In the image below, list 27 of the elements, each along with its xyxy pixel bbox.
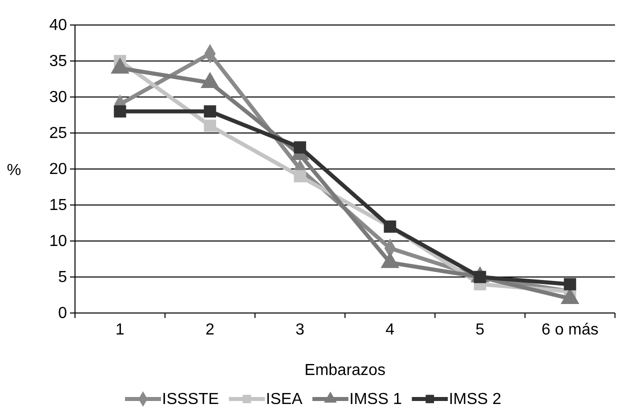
y-tick-label: 10 bbox=[49, 233, 68, 250]
y-tick-label: 5 bbox=[58, 269, 68, 286]
y-tick-label: 35 bbox=[49, 53, 68, 70]
y-tick-label: 30 bbox=[49, 89, 68, 106]
point bbox=[564, 278, 576, 290]
y-tick-label: 15 bbox=[49, 197, 68, 214]
legend-label: IMSS 1 bbox=[349, 391, 402, 408]
point bbox=[294, 141, 306, 154]
x-tick-label: 6 o más bbox=[542, 321, 598, 338]
y-axis-title: % bbox=[6, 162, 22, 179]
x-tick-label: 2 bbox=[206, 321, 215, 338]
point bbox=[204, 120, 216, 132]
x-tick-label: 1 bbox=[116, 321, 125, 338]
legend-label: IMSS 2 bbox=[448, 391, 502, 408]
point bbox=[294, 170, 306, 182]
legend-label: ISEA bbox=[266, 391, 303, 408]
y-tick-label: 40 bbox=[49, 17, 68, 34]
legend-label: ISSSTE bbox=[162, 391, 219, 408]
x-tick-label: 5 bbox=[476, 321, 485, 338]
y-tick-label: 25 bbox=[49, 125, 68, 142]
point bbox=[204, 105, 216, 118]
y-tick-label: 0 bbox=[58, 305, 68, 322]
x-axis-title: Embarazos bbox=[304, 362, 386, 379]
y-tick-label: 20 bbox=[49, 161, 68, 178]
x-tick-label: 3 bbox=[296, 321, 305, 338]
x-tick-label: 4 bbox=[386, 321, 395, 338]
point bbox=[114, 105, 126, 118]
